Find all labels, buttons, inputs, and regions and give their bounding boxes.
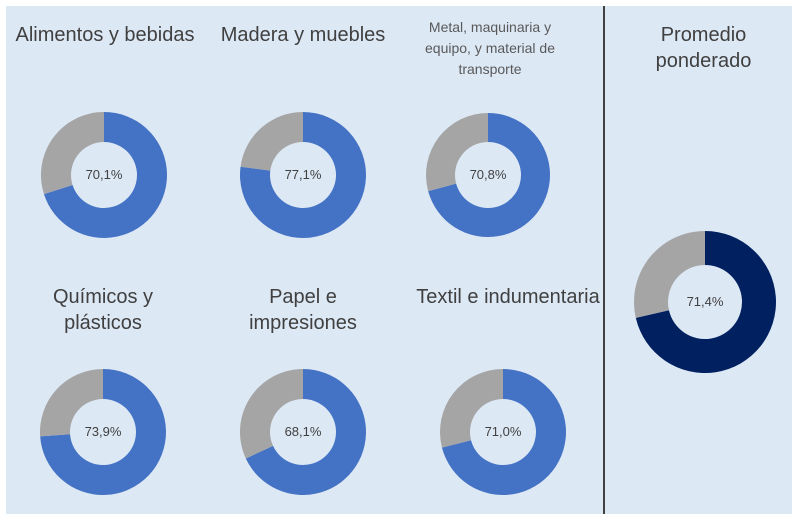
donut-slice-value <box>245 369 366 495</box>
donut-slice-value <box>40 369 167 496</box>
title-textil: Textil e indumentaria <box>416 286 600 308</box>
title-metal: Metal, maquinaria y equipo, y material d… <box>425 19 555 77</box>
donut-slice-value <box>428 113 550 238</box>
donut-slice-rest <box>239 369 303 459</box>
donut-value-label: 73,9% <box>85 424 122 439</box>
donut-value-label: 68,1% <box>285 424 322 439</box>
donut-slice-rest <box>634 230 705 318</box>
donut-slice-rest <box>240 112 303 171</box>
donut-slice-value <box>441 369 567 496</box>
donut-value-label: 77,1% <box>285 167 322 182</box>
donut-slice-value <box>635 231 777 373</box>
donut-value-label: 71,4% <box>687 294 724 309</box>
donut-value-label: 71,0% <box>485 424 522 439</box>
title-promedio: Promedio ponderado <box>655 24 752 72</box>
donut-slice-rest <box>40 369 103 437</box>
donut-value-label: 70,8% <box>470 167 507 182</box>
title-papel: Papel e impresiones <box>249 286 357 334</box>
donut-slice-rest <box>426 113 488 192</box>
title-alimentos: Alimentos y bebidas <box>15 24 195 46</box>
divider <box>603 6 605 514</box>
donut-value-label: 70,1% <box>86 167 123 182</box>
donut-slice-rest <box>41 112 104 195</box>
title-madera: Madera y muebles <box>220 24 386 46</box>
donut-slice-value <box>43 112 167 239</box>
donut-slice-rest <box>439 369 503 448</box>
title-quimicos: Químicos y plásticos <box>52 286 154 334</box>
donut-slice-value <box>240 112 366 238</box>
